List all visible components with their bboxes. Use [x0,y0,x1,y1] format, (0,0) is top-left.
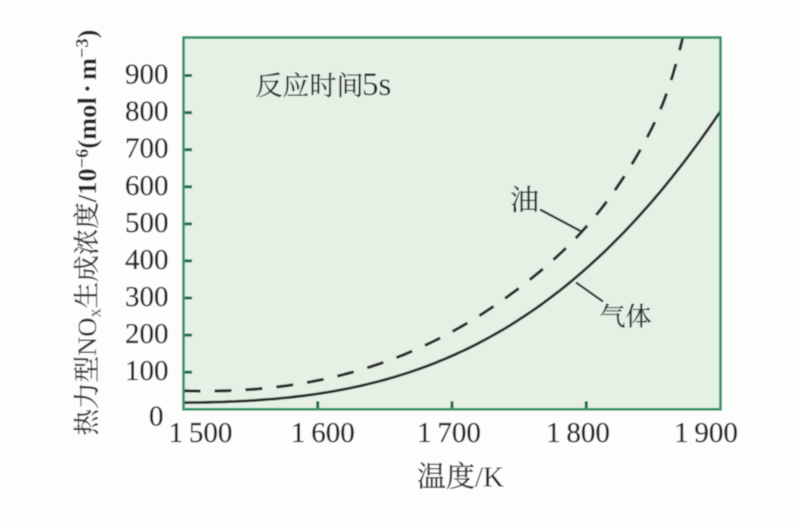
svg-text:1 900: 1 900 [674,417,738,449]
svg-text:/10: /10 [72,168,102,203]
svg-text:1 500: 1 500 [169,417,233,449]
svg-text:5s: 5s [362,67,391,103]
svg-text:900: 900 [125,59,169,91]
svg-text:x: x [85,308,105,317]
svg-text:700: 700 [125,133,169,165]
svg-text:1 800: 1 800 [546,417,610,449]
svg-text:200: 200 [125,318,169,350]
svg-text:1 600: 1 600 [291,417,355,449]
svg-text:500: 500 [125,207,169,239]
svg-text:300: 300 [125,281,169,313]
svg-text:400: 400 [125,244,169,276]
svg-text:NO: NO [72,318,102,356]
svg-text:1 700: 1 700 [417,417,481,449]
svg-text:600: 600 [125,170,169,202]
svg-text:): ) [72,30,102,39]
svg-text:(mol: (mol [72,97,102,149]
svg-text:/K: /K [475,462,504,494]
svg-text:−3: −3 [72,38,92,58]
svg-text:100: 100 [125,355,169,387]
svg-text:0: 0 [149,401,164,433]
svg-text:·: · [72,84,102,93]
svg-text:800: 800 [125,96,169,128]
svg-text:−6: −6 [72,149,92,169]
svg-text:m: m [72,58,102,80]
